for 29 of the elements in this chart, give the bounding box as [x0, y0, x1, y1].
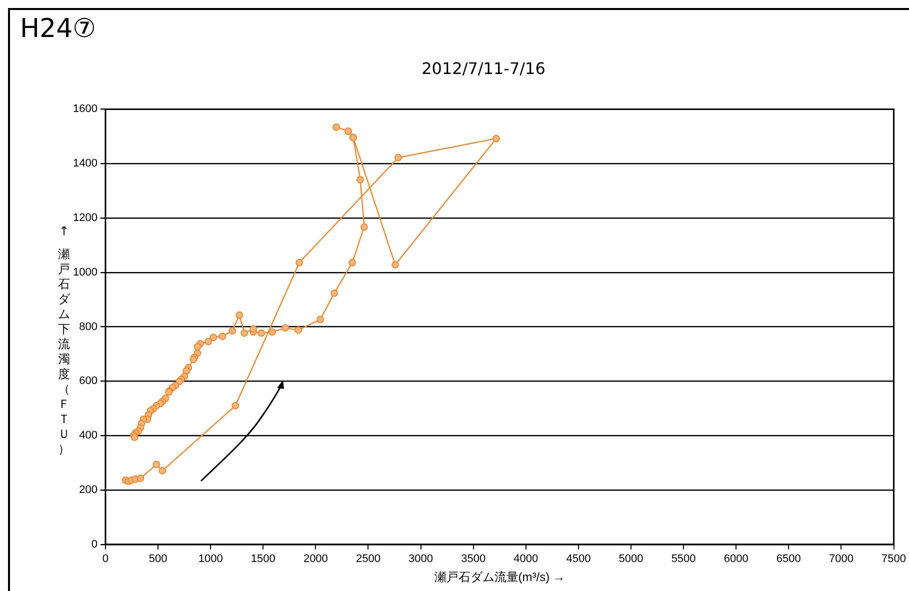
chart-subtitle: 2012/7/11-7/16: [422, 58, 546, 78]
x-tick-label: 6000: [724, 553, 748, 566]
x-tick-label: 5500: [671, 553, 696, 566]
y-tick-label: 800: [79, 320, 98, 333]
y-tick-label: 1600: [72, 103, 98, 116]
x-tick-label: 7500: [882, 553, 906, 566]
x-tick-label: 4500: [566, 553, 591, 566]
x-tick-label: 500: [148, 553, 168, 566]
x-tick-label: 1500: [250, 553, 276, 566]
chart-title: H24⑦: [20, 14, 96, 44]
x-tick-label: 3000: [408, 553, 434, 566]
x-tick-label: 2000: [303, 553, 328, 566]
y-tick-label: 1400: [72, 158, 98, 170]
y-tick-label: 200: [79, 484, 98, 496]
x-tick-label: 7000: [828, 553, 854, 566]
x-tick-label: 3500: [461, 553, 486, 566]
x-tick-label: 4000: [514, 553, 538, 566]
x-tick-label: 2500: [356, 553, 380, 566]
y-tick-label: 0: [91, 538, 98, 550]
x-axis-title: 瀬戸石ダム流量(m³/s) →: [434, 570, 565, 584]
y-tick-label: 1000: [72, 266, 98, 278]
x-tick-label: 5000: [618, 553, 644, 566]
x-tick-label: 0: [102, 553, 109, 566]
x-tick-label: 1000: [198, 553, 223, 566]
text: ↑ 瀬戸石ダム下流濁度（ＦＴＵ）: [58, 224, 70, 456]
x-tick-label: 6500: [776, 553, 801, 566]
y-tick-label: 1200: [72, 212, 98, 224]
y-tick-label: 600: [79, 375, 98, 388]
y-tick-label: 400: [79, 430, 98, 442]
